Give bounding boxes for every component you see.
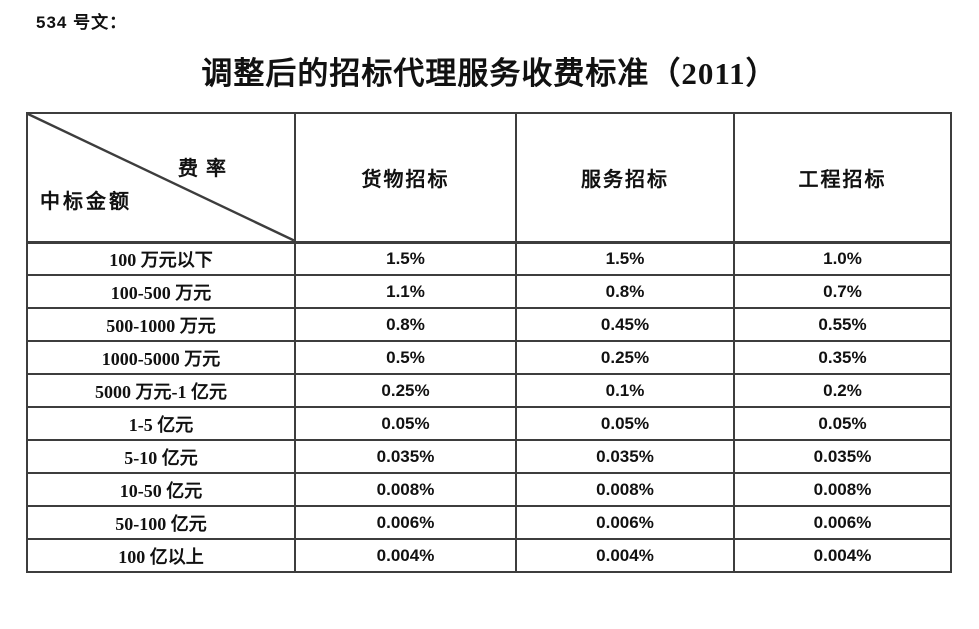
rate-cell-service: 0.45% <box>515 307 735 342</box>
amount-cell: 5-10 亿元 <box>26 439 296 474</box>
rate-cell-goods: 0.008% <box>294 472 517 507</box>
rate-cell-service: 0.004% <box>515 538 735 573</box>
rate-cell-service: 0.035% <box>515 439 735 474</box>
table-row: 1000-5000 万元 0.5% 0.25% 0.35% <box>26 340 952 375</box>
table-row: 50-100 亿元 0.006% 0.006% 0.006% <box>26 505 952 540</box>
amount-cell: 1000-5000 万元 <box>26 340 296 375</box>
rate-cell-goods: 0.25% <box>294 373 517 408</box>
corner-label-amount: 中标金额 <box>40 191 132 213</box>
rate-cell-goods: 1.5% <box>294 241 517 276</box>
column-header-service: 服务招标 <box>515 112 735 244</box>
amount-cell: 100-500 万元 <box>26 274 296 309</box>
column-header-works: 工程招标 <box>733 112 952 244</box>
rate-cell-works: 0.2% <box>733 373 952 408</box>
amount-cell: 100 亿以上 <box>26 538 296 573</box>
rate-cell-works: 0.004% <box>733 538 952 573</box>
rate-cell-works: 0.035% <box>733 439 952 474</box>
table-row: 5000 万元-1 亿元 0.25% 0.1% 0.2% <box>26 373 952 408</box>
rate-cell-goods: 0.8% <box>294 307 517 342</box>
rate-cell-service: 0.8% <box>515 274 735 309</box>
table-row: 500-1000 万元 0.8% 0.45% 0.55% <box>26 307 952 342</box>
table-row: 100 亿以上 0.004% 0.004% 0.004% <box>26 538 952 573</box>
rate-cell-goods: 1.1% <box>294 274 517 309</box>
amount-cell: 5000 万元-1 亿元 <box>26 373 296 408</box>
rate-cell-works: 1.0% <box>733 241 952 276</box>
diagonal-header-cell: 费率 中标金额 <box>26 112 296 244</box>
table-header-row: 费率 中标金额 货物招标 服务招标 工程招标 <box>26 112 952 244</box>
doc-number-label: 534 号文： <box>36 13 128 32</box>
table-row: 100-500 万元 1.1% 0.8% 0.7% <box>26 274 952 309</box>
amount-cell: 10-50 亿元 <box>26 472 296 507</box>
rate-cell-works: 0.7% <box>733 274 952 309</box>
table-row: 1-5 亿元 0.05% 0.05% 0.05% <box>26 406 952 441</box>
rate-cell-works: 0.006% <box>733 505 952 540</box>
amount-cell: 1-5 亿元 <box>26 406 296 441</box>
fee-rate-table: 费率 中标金额 货物招标 服务招标 工程招标 100 万元以下 1.5% 1.5… <box>26 112 952 573</box>
rate-cell-service: 1.5% <box>515 241 735 276</box>
rate-cell-goods: 0.004% <box>294 538 517 573</box>
rate-cell-works: 0.05% <box>733 406 952 441</box>
rate-cell-service: 0.25% <box>515 340 735 375</box>
rate-cell-works: 0.55% <box>733 307 952 342</box>
rate-cell-goods: 0.05% <box>294 406 517 441</box>
rate-cell-works: 0.008% <box>733 472 952 507</box>
column-header-goods: 货物招标 <box>294 112 517 244</box>
amount-cell: 50-100 亿元 <box>26 505 296 540</box>
rate-cell-goods: 0.035% <box>294 439 517 474</box>
table-row: 100 万元以下 1.5% 1.5% 1.0% <box>26 241 952 276</box>
amount-cell: 100 万元以下 <box>26 241 296 276</box>
rate-cell-service: 0.006% <box>515 505 735 540</box>
table-row: 5-10 亿元 0.035% 0.035% 0.035% <box>26 439 952 474</box>
rate-cell-service: 0.1% <box>515 373 735 408</box>
rate-cell-goods: 0.006% <box>294 505 517 540</box>
rate-cell-service: 0.008% <box>515 472 735 507</box>
rate-cell-service: 0.05% <box>515 406 735 441</box>
rate-cell-goods: 0.5% <box>294 340 517 375</box>
rate-cell-works: 0.35% <box>733 340 952 375</box>
page-title: 调整后的招标代理服务收费标准（2011） <box>201 56 778 91</box>
corner-label-rate: 费率 <box>178 158 234 180</box>
amount-cell: 500-1000 万元 <box>26 307 296 342</box>
table-row: 10-50 亿元 0.008% 0.008% 0.008% <box>26 472 952 507</box>
diagonal-line <box>29 115 293 239</box>
